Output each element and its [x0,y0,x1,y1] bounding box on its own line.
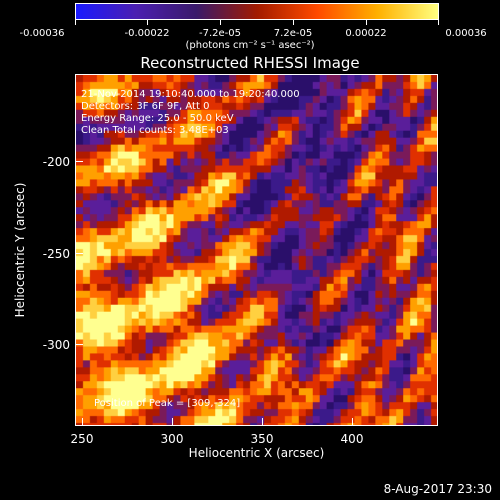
x-tick-label: 250 [70,432,94,446]
x-tick-label: 300 [160,432,184,446]
colorbar-tick-label: 0.00036 [445,28,487,39]
x-axis-label: Heliocentric X (arcsec) [188,446,325,460]
x-tick-label: 350 [250,432,274,446]
colorbar-tick-label: -0.00036 [19,28,65,39]
colorbar-tickmark [366,20,367,25]
info-detectors: Detectors: 3F 6F 9F, Att 0 [81,101,210,112]
colorbar-tickmark [147,20,148,25]
info-clean-total-counts: Clean Total counts: 3.48E+03 [81,125,229,136]
x-tickmark [172,418,173,426]
image-title: Reconstructed RHESSI Image [140,54,360,72]
info-time-range: 21-Nov-2014 19:10:40.000 to 19:20:40.000 [81,89,300,100]
y-tick-label: -250 [42,247,70,261]
colorbar-tickmark [438,20,439,25]
x-tickmark [262,418,263,426]
y-tickmark [75,253,83,254]
info-energy-range: Energy Range: 25.0 - 50.0 keV [81,113,234,124]
y-axis-label: Heliocentric Y (arcsec) [13,182,27,318]
colorbar [75,3,439,20]
y-tickmark [75,161,83,162]
x-tickmark [352,418,353,426]
colorbar-tick-label: 0.00022 [345,28,387,39]
colorbar-tickmark [75,20,76,25]
x-tickmark [82,418,83,426]
rhessi-image-map [76,75,437,425]
rhessi-image-plot: 21-Nov-2014 19:10:40.000 to 19:20:40.000… [75,74,438,426]
colorbar-tick-label: -0.00022 [124,28,170,39]
colorbar-tickmark [293,20,294,25]
info-peak-position: Position of Peak = [309,-324] [94,398,241,409]
y-tickmark [75,344,83,345]
colorbar-tick-label: -7.2e-05 [199,28,241,39]
colorbar-units: (photons cm⁻² s⁻¹ asec⁻²) [185,40,315,51]
footer-date: 8-Aug-2017 23:30 [383,482,492,496]
y-tick-label: -200 [42,155,70,169]
x-tick-label: 400 [340,432,364,446]
colorbar-tickmark [220,20,221,25]
y-tick-label: -300 [42,338,70,352]
colorbar-tick-label: 7.2e-05 [273,28,313,39]
